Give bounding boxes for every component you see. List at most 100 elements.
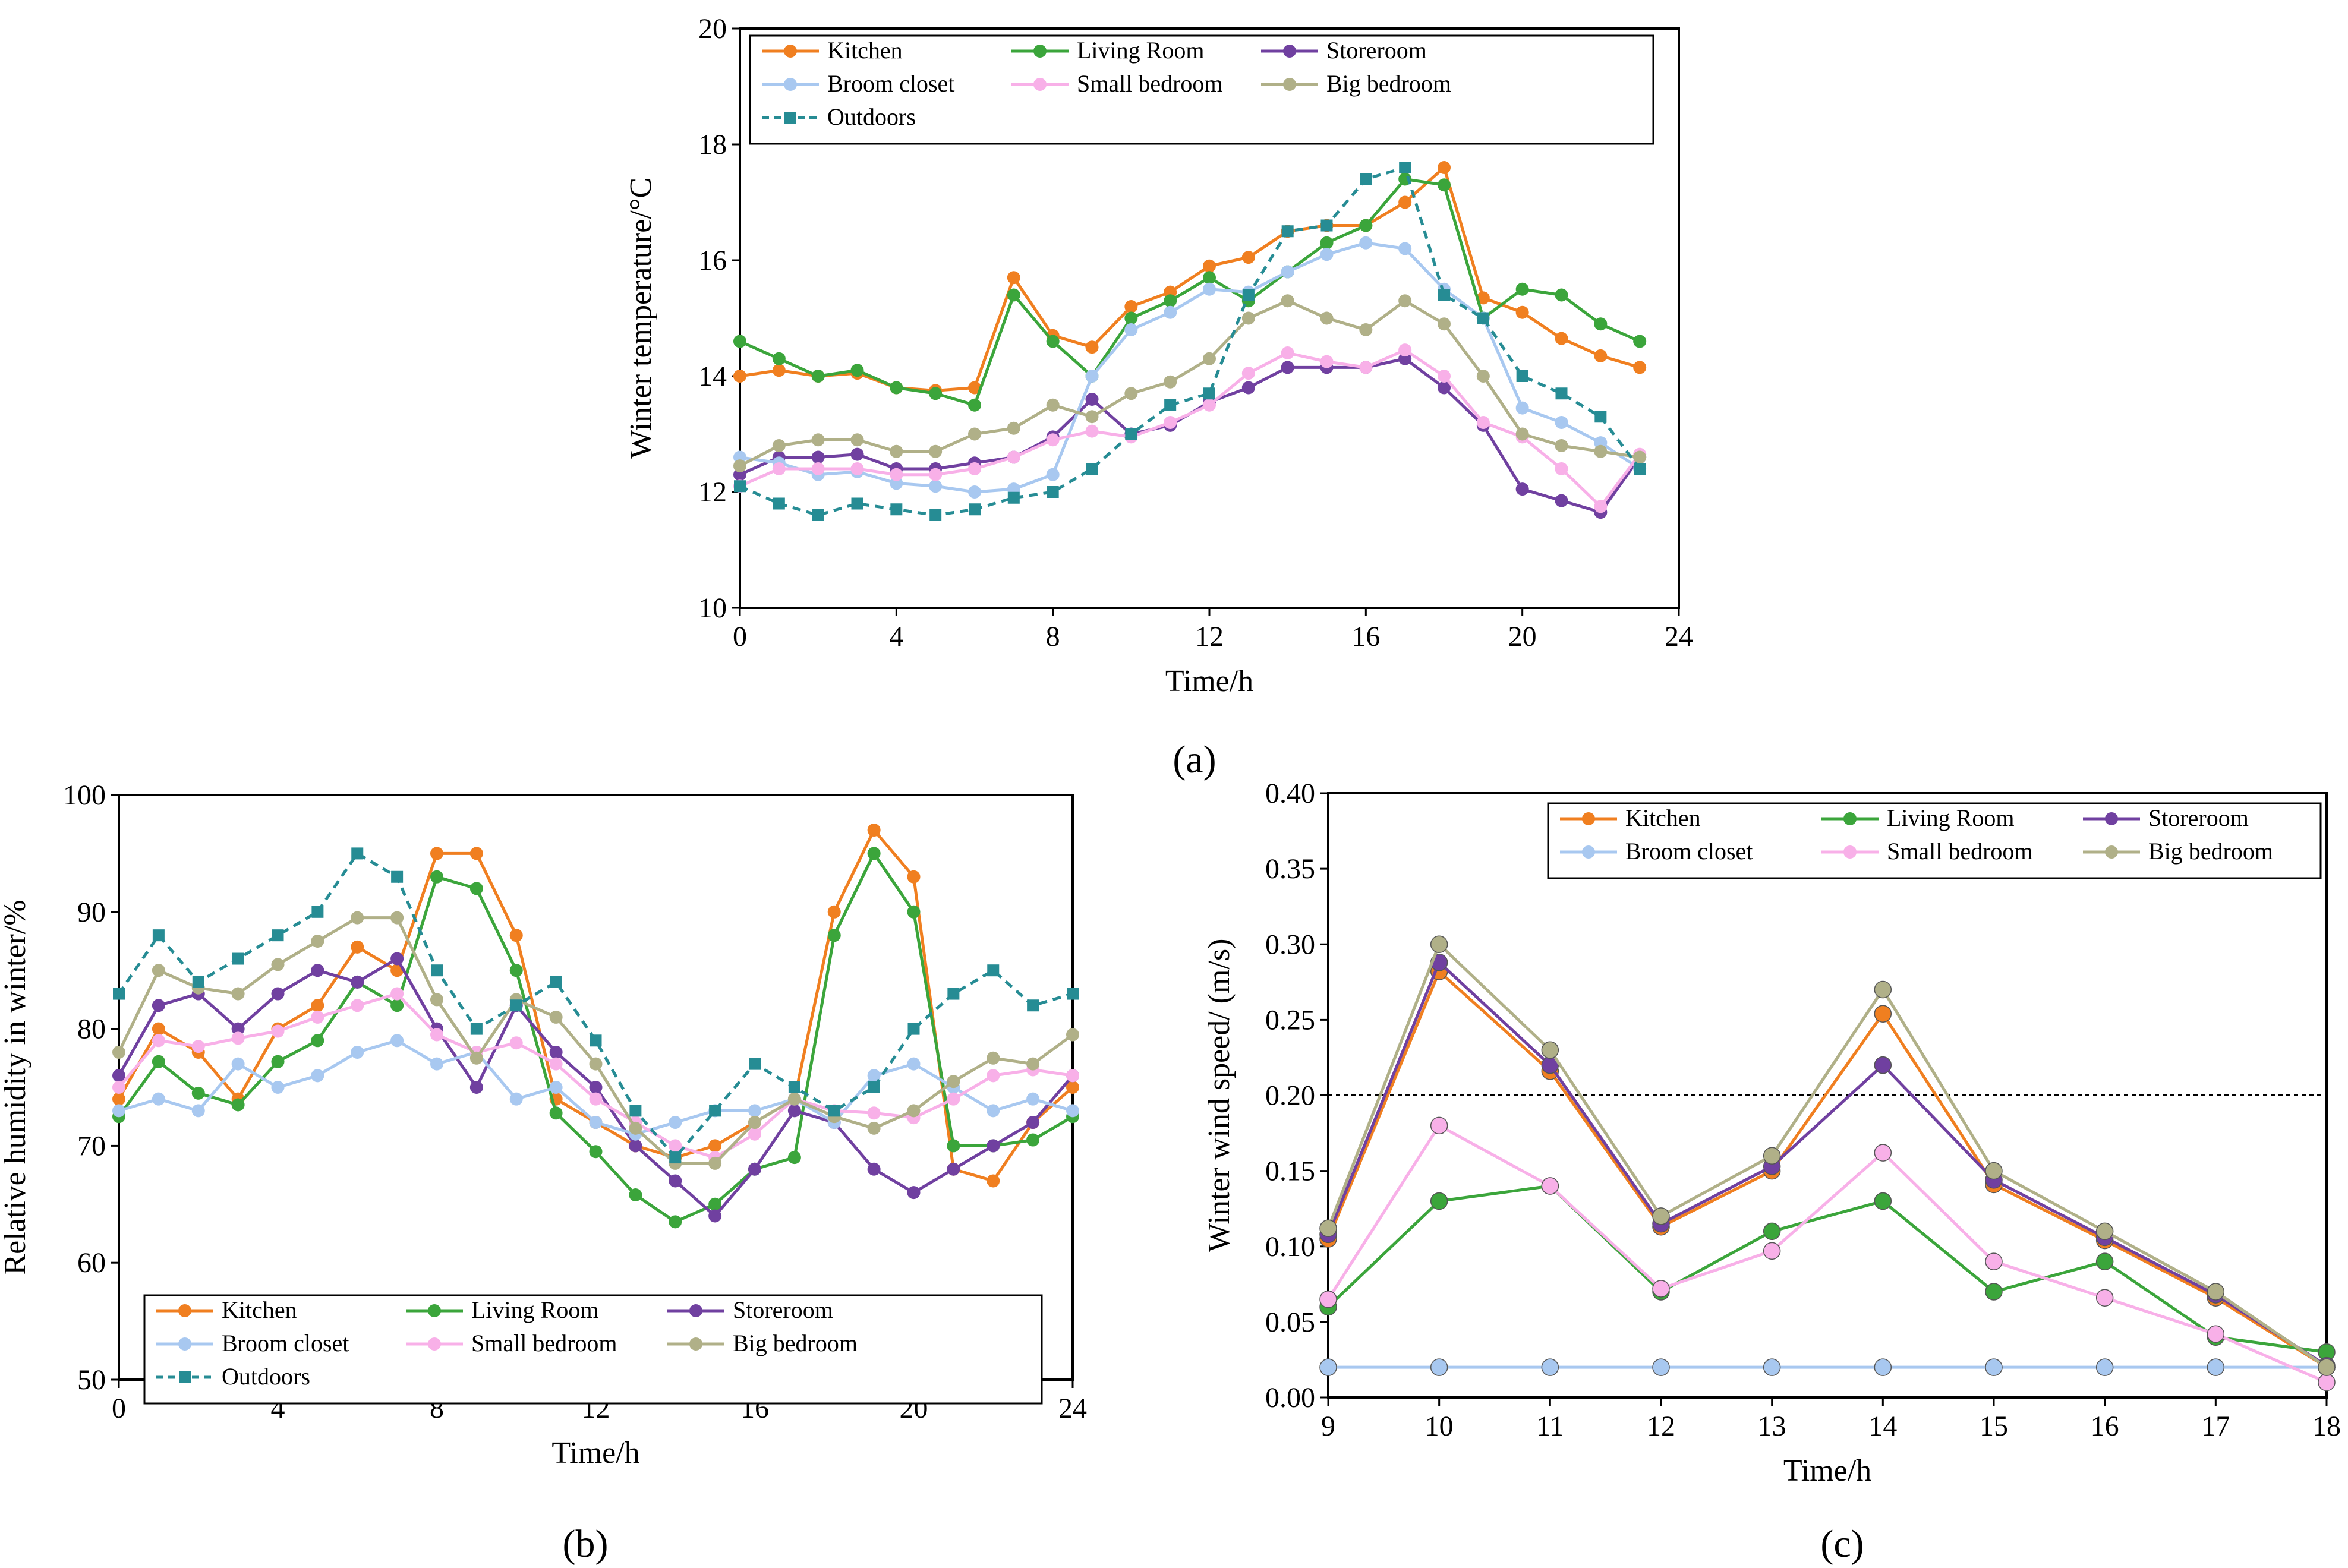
data-point: [1203, 259, 1216, 273]
y-tick-label: 10: [698, 592, 727, 624]
data-point: [867, 847, 881, 860]
data-point: [1085, 393, 1099, 406]
legend-label: Outdoors: [222, 1363, 310, 1390]
data-point: [1652, 1358, 1670, 1376]
data-point: [890, 503, 903, 516]
legend-entry-outdoors: Outdoors: [762, 103, 916, 130]
data-point: [1438, 317, 1451, 331]
data-point: [231, 1031, 245, 1045]
y-tick-label: 0.35: [1265, 853, 1315, 885]
data-point: [469, 882, 483, 895]
legend-box: [143, 1294, 1043, 1405]
y-axis-title: Winter temperature/°C: [624, 178, 658, 459]
y-tick-label: 80: [77, 1014, 106, 1045]
data-point: [733, 335, 746, 348]
data-point: [2095, 1252, 2114, 1270]
x-tick-label: 8: [1046, 621, 1060, 652]
data-point: [850, 447, 864, 461]
data-point: [271, 1055, 285, 1068]
legend-entry-broom-closet: Broom closet: [762, 70, 954, 97]
data-point: [1985, 1162, 2003, 1180]
data-point: [1242, 289, 1255, 301]
data-point: [1476, 370, 1490, 383]
x-axis-title: Time/h: [1165, 664, 1253, 698]
data-point: [772, 462, 786, 475]
data-point: [1066, 1081, 1079, 1094]
data-point: [1026, 1116, 1040, 1130]
data-point: [589, 1145, 603, 1159]
data-point: [708, 1156, 722, 1170]
legend-marker: [784, 78, 797, 91]
data-point: [929, 444, 943, 458]
series-line-small-bedroom: [739, 348, 1641, 509]
data-point: [811, 370, 825, 383]
data-point: [1555, 462, 1568, 475]
legend-entry-kitchen: Kitchen: [156, 1296, 297, 1323]
data-point: [907, 1104, 921, 1118]
data-point: [1320, 219, 1333, 232]
data-point: [430, 1057, 443, 1071]
legend-marker: [784, 45, 797, 58]
data-point: [1281, 346, 1294, 359]
data-point: [1763, 1222, 1781, 1241]
legend-entry-small-bedroom: Small bedroom: [406, 1330, 617, 1356]
data-point: [734, 480, 746, 493]
data-point: [1541, 1358, 1559, 1376]
data-point: [1027, 999, 1039, 1012]
x-tick-label: 16: [1351, 621, 1380, 652]
data-point: [1874, 1358, 1892, 1376]
y-tick-label: 16: [698, 245, 727, 276]
x-tick-label: 13: [1758, 1411, 1786, 1442]
legend-entry-small-bedroom: Small bedroom: [1011, 70, 1223, 97]
data-point: [811, 450, 825, 464]
data-point: [2207, 1358, 2225, 1376]
data-point: [748, 1104, 761, 1118]
y-tick-label: 90: [77, 897, 106, 928]
series-kitchen: [112, 824, 1079, 1188]
data-point: [152, 1092, 165, 1106]
data-point: [112, 1092, 125, 1106]
data-point: [1985, 1283, 2003, 1301]
legend-label: Living Room: [471, 1296, 598, 1323]
legend-label: Storeroom: [2148, 804, 2249, 831]
legend-entry-storeroom: Storeroom: [667, 1296, 833, 1323]
data-point: [1164, 416, 1177, 429]
series-living-room: [1319, 1177, 2336, 1361]
legend-marker: [428, 1337, 441, 1351]
data-point: [430, 993, 443, 1007]
data-point: [968, 462, 981, 475]
data-point: [1515, 427, 1529, 441]
y-tick-label: 0.20: [1265, 1080, 1315, 1112]
data-point: [191, 1086, 205, 1100]
data-point: [469, 1081, 483, 1094]
data-point: [2207, 1283, 2225, 1301]
data-point: [390, 999, 404, 1012]
series-line-small-bedroom: [118, 992, 1073, 1159]
x-tick-label: 12: [1647, 1411, 1675, 1442]
data-point: [2095, 1222, 2114, 1241]
data-point: [629, 1139, 642, 1153]
data-point: [1046, 468, 1060, 481]
data-point: [968, 427, 981, 441]
data-point: [112, 1045, 125, 1059]
data-point: [968, 381, 981, 395]
data-point: [1164, 305, 1177, 319]
legend-label: Broom closet: [1625, 838, 1753, 865]
data-point: [907, 1186, 921, 1200]
series-line-small-bedroom: [1326, 1124, 2327, 1384]
data-point: [1085, 340, 1099, 354]
x-tick-label: 0: [112, 1393, 126, 1424]
x-tick-label: 9: [1321, 1411, 1335, 1442]
data-point: [1203, 352, 1216, 365]
data-point: [549, 1045, 563, 1059]
data-point: [929, 479, 943, 493]
data-point: [1164, 375, 1177, 389]
data-point: [231, 1022, 245, 1036]
series-living-room: [733, 172, 1647, 412]
data-point: [987, 1069, 1000, 1083]
legend-box: [1547, 802, 2322, 879]
legend-marker: [428, 1304, 441, 1317]
data-point: [1047, 486, 1059, 498]
data-point: [1359, 236, 1373, 250]
